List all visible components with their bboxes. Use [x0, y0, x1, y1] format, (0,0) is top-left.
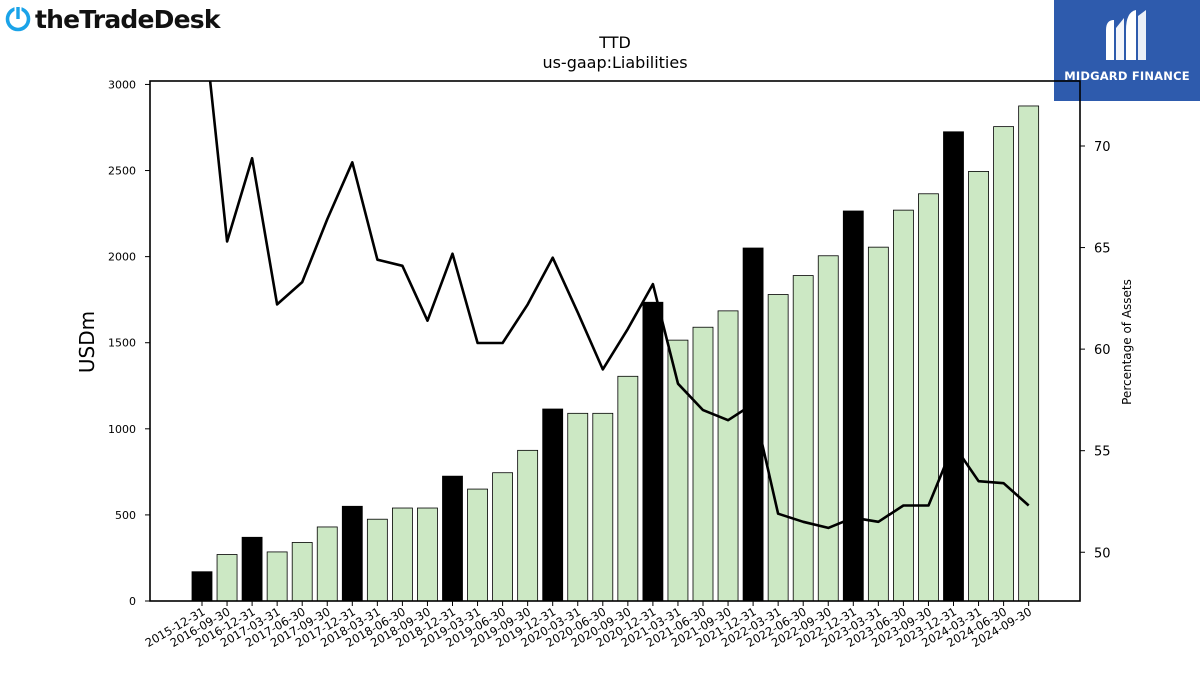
bar-2022-12-31 — [842, 210, 864, 602]
y-right-tick-label: 60 — [1094, 343, 1111, 358]
bar-2017-03-31 — [266, 551, 288, 602]
y-right-tick-label: 55 — [1094, 445, 1111, 460]
y-right-tick-label: 65 — [1094, 242, 1111, 257]
bar-2024-09-30 — [1018, 105, 1040, 602]
line-series — [208, 81, 1030, 530]
bar-2019-09-30 — [517, 449, 539, 602]
axes: 05001000150020002500300050556065702015-1… — [108, 78, 1111, 650]
y-tick-label: 500 — [115, 509, 136, 522]
bar-2021-12-31 — [742, 247, 764, 602]
bar-2016-09-30 — [216, 554, 238, 602]
bar-2020-09-30 — [617, 375, 639, 602]
bar-2022-09-30 — [817, 255, 839, 602]
y-right-tick-label: 50 — [1094, 546, 1111, 561]
midgard-finance-logo-text: MIDGARD FINANCE — [1064, 69, 1190, 83]
y-tick-label: 3000 — [108, 78, 136, 91]
bar-2023-12-31 — [943, 131, 964, 602]
plot-frame — [149, 80, 1081, 602]
bar-2017-06-30 — [291, 542, 313, 602]
y-axis-label: USDm — [75, 311, 99, 373]
chart-subtitle: us-gaap:Liabilities — [542, 53, 687, 72]
y-tick-label: 1500 — [108, 337, 136, 350]
bar-2018-06-30 — [391, 507, 413, 602]
bar-2018-12-31 — [442, 475, 463, 602]
bar-2016-12-31 — [241, 536, 263, 602]
bar-2019-06-30 — [492, 472, 514, 602]
tradedesk-logo: theTradeDesk — [4, 4, 220, 34]
midgard-finance-logo: MIDGARD FINANCE — [1054, 0, 1200, 101]
bar-2023-09-30 — [918, 193, 939, 602]
bar-2021-06-30 — [692, 326, 714, 602]
percentage-line — [208, 81, 1030, 530]
bar-2015-12-31 — [191, 571, 213, 602]
power-icon — [5, 5, 31, 32]
bar-2019-12-31 — [542, 408, 564, 602]
midgard-m-icon — [1106, 10, 1146, 60]
bar-2021-09-30 — [717, 310, 739, 602]
bar-2024-06-30 — [993, 126, 1014, 602]
bar-2019-03-31 — [467, 488, 488, 602]
bar-2024-03-31 — [968, 170, 989, 602]
y-tick-label: 0 — [129, 595, 136, 608]
bar-2022-03-31 — [767, 294, 789, 602]
bar-2023-06-30 — [893, 209, 914, 602]
bar-2022-06-30 — [792, 275, 814, 602]
y-tick-label: 2000 — [108, 251, 136, 264]
bar-2018-09-30 — [417, 507, 438, 602]
bar-2020-12-31 — [642, 301, 664, 602]
y-right-tick-label: 70 — [1094, 140, 1111, 155]
bar-2020-03-31 — [567, 412, 589, 602]
y-tick-label: 2500 — [108, 165, 136, 178]
bar-2023-03-31 — [867, 246, 889, 602]
chart-title: TTD — [598, 33, 631, 52]
bar-2020-06-30 — [592, 412, 614, 602]
bar-series — [191, 105, 1040, 602]
bar-2018-03-31 — [366, 518, 388, 602]
bar-2017-12-31 — [341, 505, 363, 602]
tradedesk-logo-text: theTradeDesk — [35, 4, 220, 34]
y-axis-label-right: Percentage of Assets — [1120, 279, 1134, 405]
bar-2017-09-30 — [316, 526, 338, 602]
y-tick-label: 1000 — [108, 423, 136, 436]
